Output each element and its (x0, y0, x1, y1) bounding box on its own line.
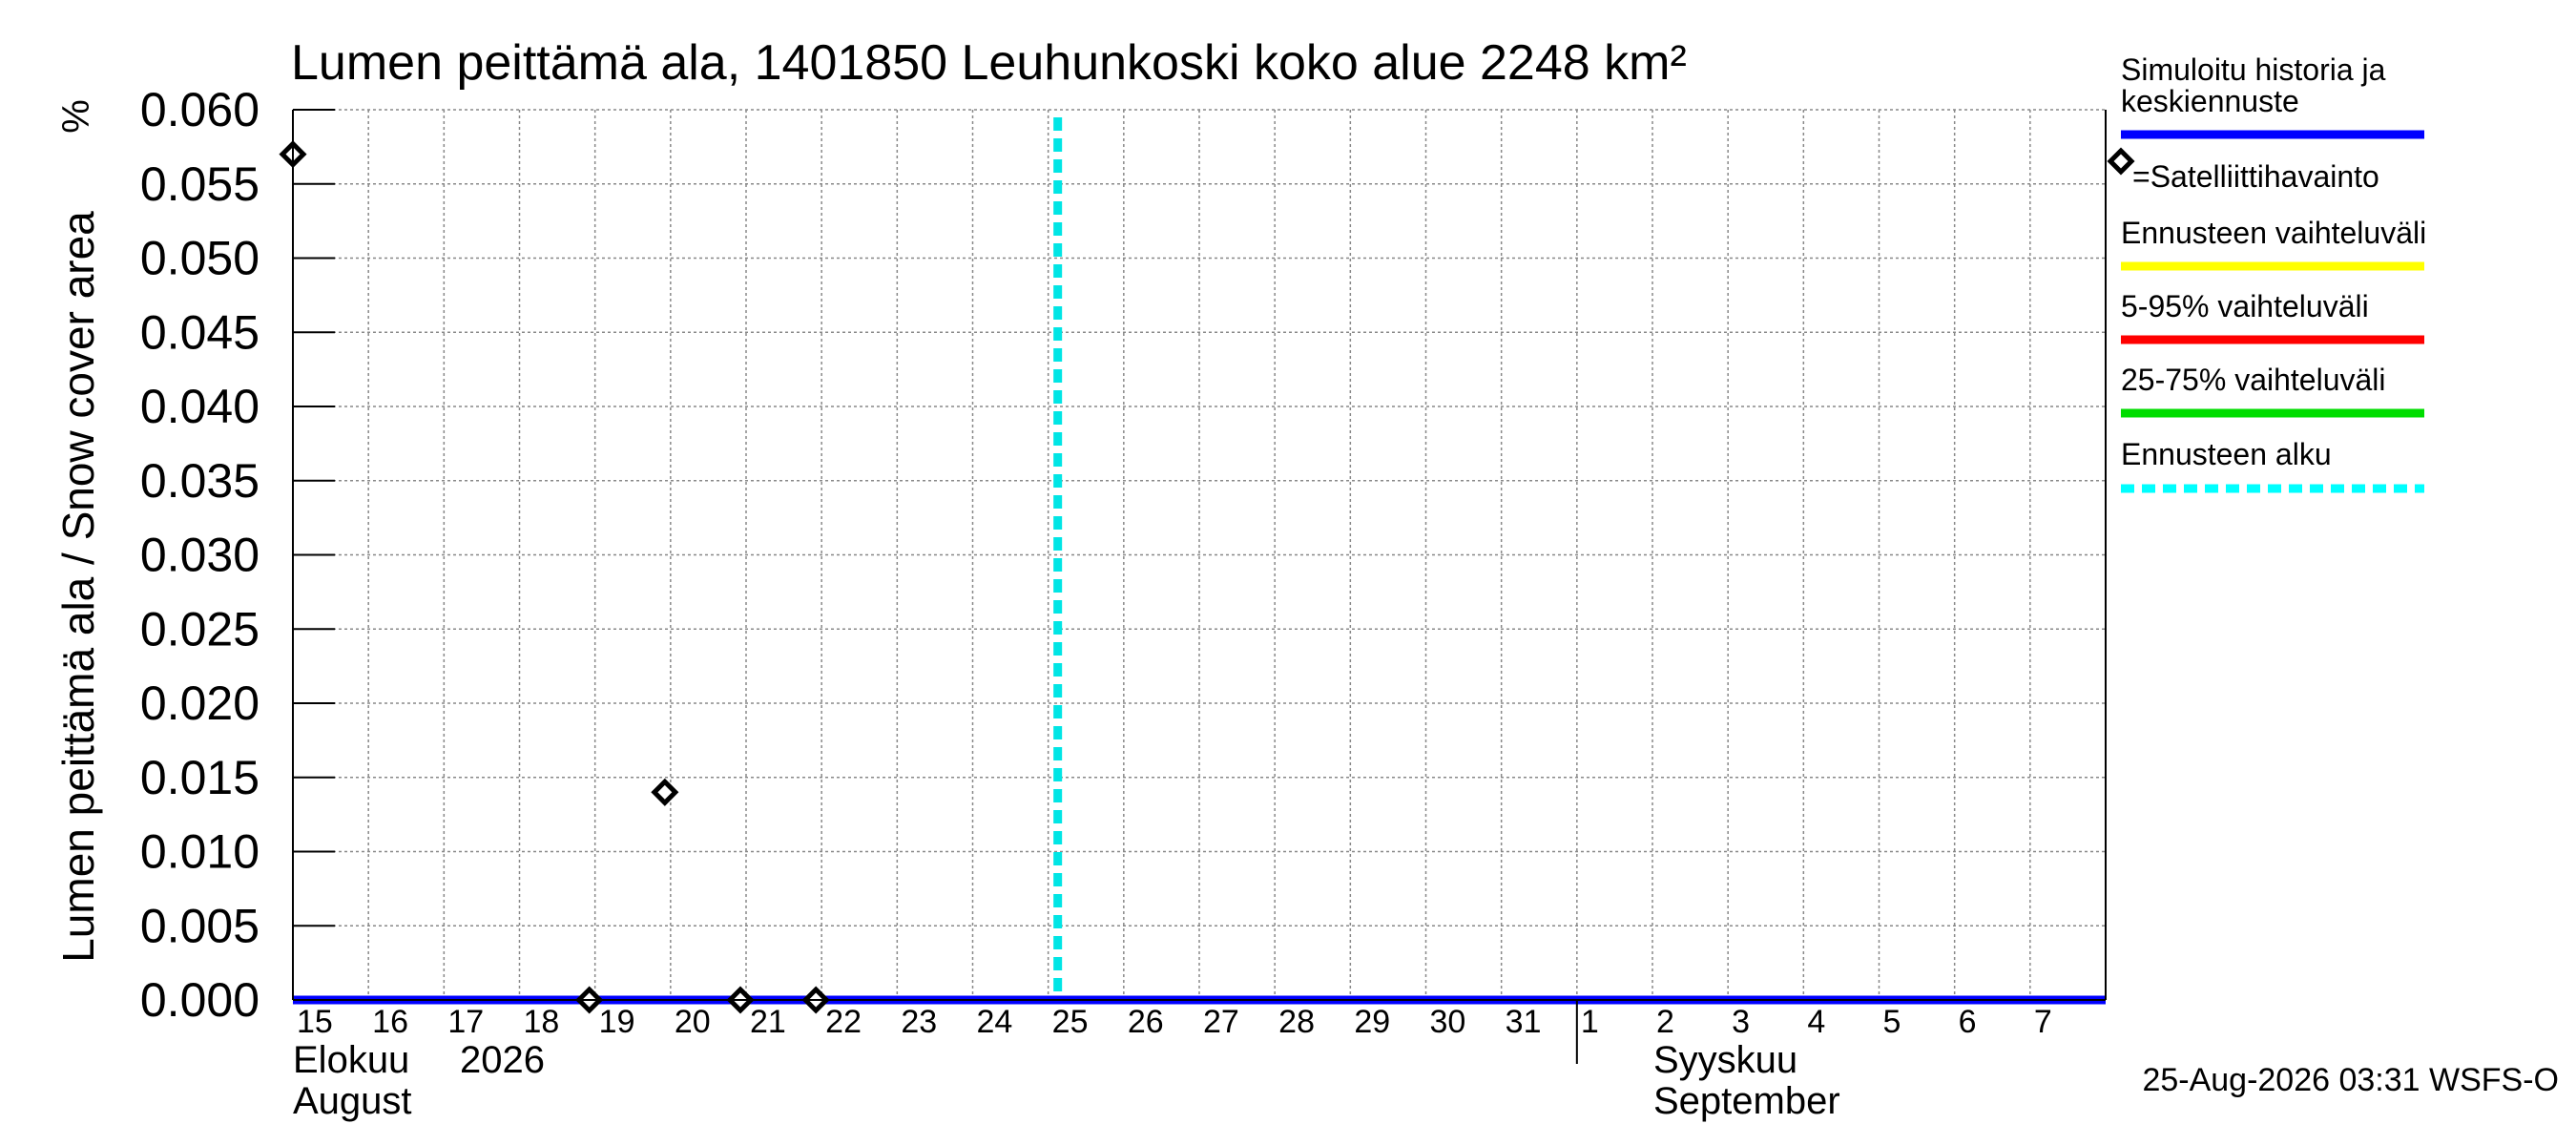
series-layer (279, 117, 2106, 1014)
y-tick-label: 0.040 (140, 380, 260, 433)
x-tick-label: 25 (1052, 1004, 1089, 1040)
x-tick-label: 23 (901, 1004, 937, 1040)
x-tick-label: 17 (447, 1004, 484, 1040)
x-tick-label: 28 (1278, 1004, 1315, 1040)
legend-25-75-range-label: 25-75% vaihteluväli (2121, 363, 2386, 397)
x-tick-label: 24 (977, 1004, 1013, 1040)
y-tick-label: 0.060 (140, 83, 260, 136)
month-label-september-fi: Syyskuu (1653, 1039, 1797, 1081)
legend-forecast-start-label: Ennusteen alku (2121, 437, 2332, 471)
y-tick-label: 0.035 (140, 454, 260, 508)
legend-swatch-satellite (2107, 147, 2135, 176)
x-tick-label: 31 (1506, 1004, 1542, 1040)
month-label-august-fi: Elokuu (293, 1039, 409, 1081)
y-tick-label: 0.050 (140, 232, 260, 285)
y-tick-label: 0.015 (140, 751, 260, 804)
chart-title: Lumen peittämä ala, 1401850 Leuhunkoski … (291, 35, 1687, 91)
legend-5-95-range-label: 5-95% vaihteluväli (2121, 289, 2369, 323)
y-tick-label: 0.055 (140, 157, 260, 211)
x-tick-label: 30 (1430, 1004, 1466, 1040)
x-tick-label: 3 (1732, 1004, 1750, 1040)
grid (293, 109, 2106, 1000)
x-tick-label: 15 (297, 1004, 333, 1040)
y-tick-label: 0.005 (140, 899, 260, 952)
x-tick-label: 26 (1128, 1004, 1164, 1040)
axes: 0.000 0.005 0.010 0.015 0.020 0.025 0.030 0.035… (140, 83, 2107, 1064)
month-label-september-en: September (1653, 1080, 1840, 1122)
x-tick-label: 4 (1807, 1004, 1825, 1040)
satellite-observation-point (651, 778, 679, 806)
y-tick-label: 0.045 (140, 305, 260, 359)
y-tick-label: 0.030 (140, 529, 260, 582)
x-tick-label: 7 (2034, 1004, 2052, 1040)
x-tick-label: 29 (1354, 1004, 1390, 1040)
x-tick-label: 20 (675, 1004, 711, 1040)
y-tick-label: 0.000 (140, 973, 260, 1027)
footer-timestamp: 25-Aug-2026 03:31 WSFS-O (2142, 1062, 2559, 1098)
y-tick-label: 0.025 (140, 602, 260, 656)
legend-label-simulated-line1: Simuloitu historia ja (2121, 52, 2386, 87)
y-tick-label: 0.010 (140, 825, 260, 879)
legend-label-simulated-line2: keskiennuste (2121, 84, 2299, 118)
x-tick-label: 16 (372, 1004, 408, 1040)
x-tick-label: 5 (1883, 1004, 1901, 1040)
x-tick-label: 22 (825, 1004, 862, 1040)
year-label: 2026 (460, 1039, 545, 1081)
y-axis-label: Lumen peittämä ala / Snow cover area (53, 211, 103, 963)
x-tick-label: 1 (1581, 1004, 1599, 1040)
x-tick-label: 21 (750, 1004, 786, 1040)
month-label-august-en: August (293, 1080, 412, 1122)
legend-forecast-range-label: Ennusteen vaihteluväli (2121, 216, 2426, 250)
legend-label-satellite: =Satelliittihavainto (2132, 159, 2379, 194)
x-tick-label: 18 (524, 1004, 560, 1040)
x-tick-label: 27 (1203, 1004, 1239, 1040)
x-tick-label: 6 (1959, 1004, 1977, 1040)
x-tick-label: 2 (1656, 1004, 1674, 1040)
y-axis-unit: % (55, 99, 97, 134)
y-tick-label: 0.020 (140, 677, 260, 730)
x-tick-label: 19 (599, 1004, 635, 1040)
